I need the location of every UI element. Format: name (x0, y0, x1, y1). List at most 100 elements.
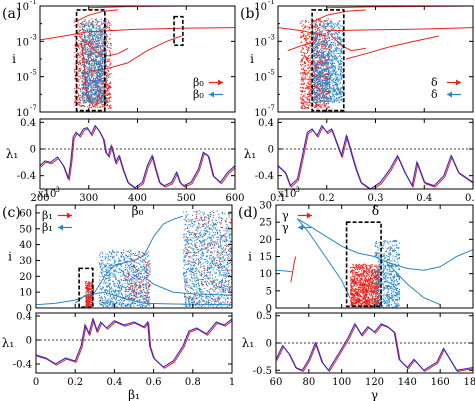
chaos-point (124, 299, 126, 301)
chaos-point (105, 257, 107, 259)
chaos-point (86, 59, 88, 61)
chaos-point (319, 67, 321, 69)
chaos-point (105, 38, 107, 40)
chaos-point (145, 292, 147, 294)
chaos-point (99, 78, 101, 80)
chaos-point (104, 264, 106, 266)
chaos-point (96, 99, 98, 101)
chaos-point (315, 55, 317, 57)
chaos-point (93, 98, 95, 100)
chaos-point (328, 51, 330, 53)
chaos-point (102, 262, 104, 264)
chaos-point (329, 101, 331, 103)
chaos-point (91, 295, 93, 297)
chaos-point (128, 286, 130, 288)
chaos-point (80, 42, 82, 44)
chaos-point (94, 84, 96, 86)
chaos-point (84, 67, 86, 69)
chaos-point (94, 54, 96, 56)
chaos-point (106, 26, 108, 28)
chaos-point (96, 45, 98, 47)
chaos-point (308, 79, 310, 81)
chaos-point (321, 52, 323, 54)
chaos-point (105, 55, 107, 57)
chaos-point (98, 91, 100, 93)
chaos-point (92, 89, 94, 91)
chaos-point (119, 268, 121, 270)
chaos-point (90, 75, 92, 77)
chaos-point (92, 295, 94, 297)
chaos-point (334, 55, 336, 57)
chaos-point (94, 84, 96, 86)
chaos-point (146, 295, 148, 297)
chaos-point (106, 46, 108, 48)
chaos-point (134, 267, 136, 269)
chaos-point (88, 31, 90, 33)
chaos-point (107, 42, 109, 44)
chaos-point (102, 73, 104, 75)
chaos-point (87, 28, 89, 30)
chaos-point (84, 94, 86, 96)
chaos-point (87, 283, 89, 285)
chaos-point (90, 34, 92, 36)
chaos-point (94, 58, 96, 60)
chaos-point (77, 99, 79, 101)
chaos-point (324, 83, 326, 85)
chaos-point (323, 83, 325, 85)
chaos-point (331, 88, 333, 90)
chaos-point (109, 280, 111, 282)
chaos-point (315, 89, 317, 91)
chaos-point (97, 41, 99, 43)
chaos-point (334, 99, 336, 101)
chaos-point (105, 51, 107, 53)
chaos-point (325, 90, 327, 92)
chaos-point (121, 292, 123, 294)
chaos-point (149, 268, 151, 270)
chaos-point (96, 64, 98, 66)
chaos-point (76, 48, 78, 50)
chaos-point (108, 27, 110, 29)
chaos-point (307, 50, 309, 52)
chaos-point (329, 31, 331, 33)
chaos-point (92, 101, 94, 103)
chaos-point (115, 302, 117, 304)
chaos-point (320, 60, 322, 62)
chaos-point (314, 32, 316, 34)
chaos-point (80, 50, 82, 52)
chaos-point (316, 46, 318, 48)
chaos-point (77, 45, 79, 47)
chaos-point (322, 72, 324, 74)
chaos-point (93, 102, 95, 104)
chaos-point (77, 44, 79, 46)
chaos-point (337, 92, 339, 94)
chaos-point (118, 293, 120, 295)
chaos-point (88, 62, 90, 64)
chaos-point (108, 88, 110, 90)
chaos-point (74, 71, 76, 73)
chaos-point (82, 27, 84, 29)
chaos-point (146, 252, 148, 254)
chaos-point (340, 76, 342, 78)
chaos-point (317, 73, 319, 75)
chaos-point (303, 51, 305, 53)
chaos-point (81, 36, 83, 38)
chaos-point (132, 276, 134, 278)
chaos-point (108, 282, 110, 284)
chaos-point (334, 34, 336, 36)
chaos-point (94, 93, 96, 95)
chaos-point (99, 25, 101, 27)
chaos-point (139, 284, 141, 286)
chaos-point (308, 101, 310, 103)
chaos-point (102, 45, 104, 47)
chaos-point (84, 46, 86, 48)
chaos-point (337, 87, 339, 89)
chaos-point (99, 264, 101, 266)
chaos-point (103, 81, 105, 83)
chaos-point (76, 45, 78, 47)
chaos-point (313, 67, 315, 69)
chaos-point (313, 106, 315, 108)
chaos-point (339, 96, 341, 98)
chaos-point (321, 80, 323, 82)
chaos-point (332, 61, 334, 63)
chaos-point (100, 46, 102, 48)
